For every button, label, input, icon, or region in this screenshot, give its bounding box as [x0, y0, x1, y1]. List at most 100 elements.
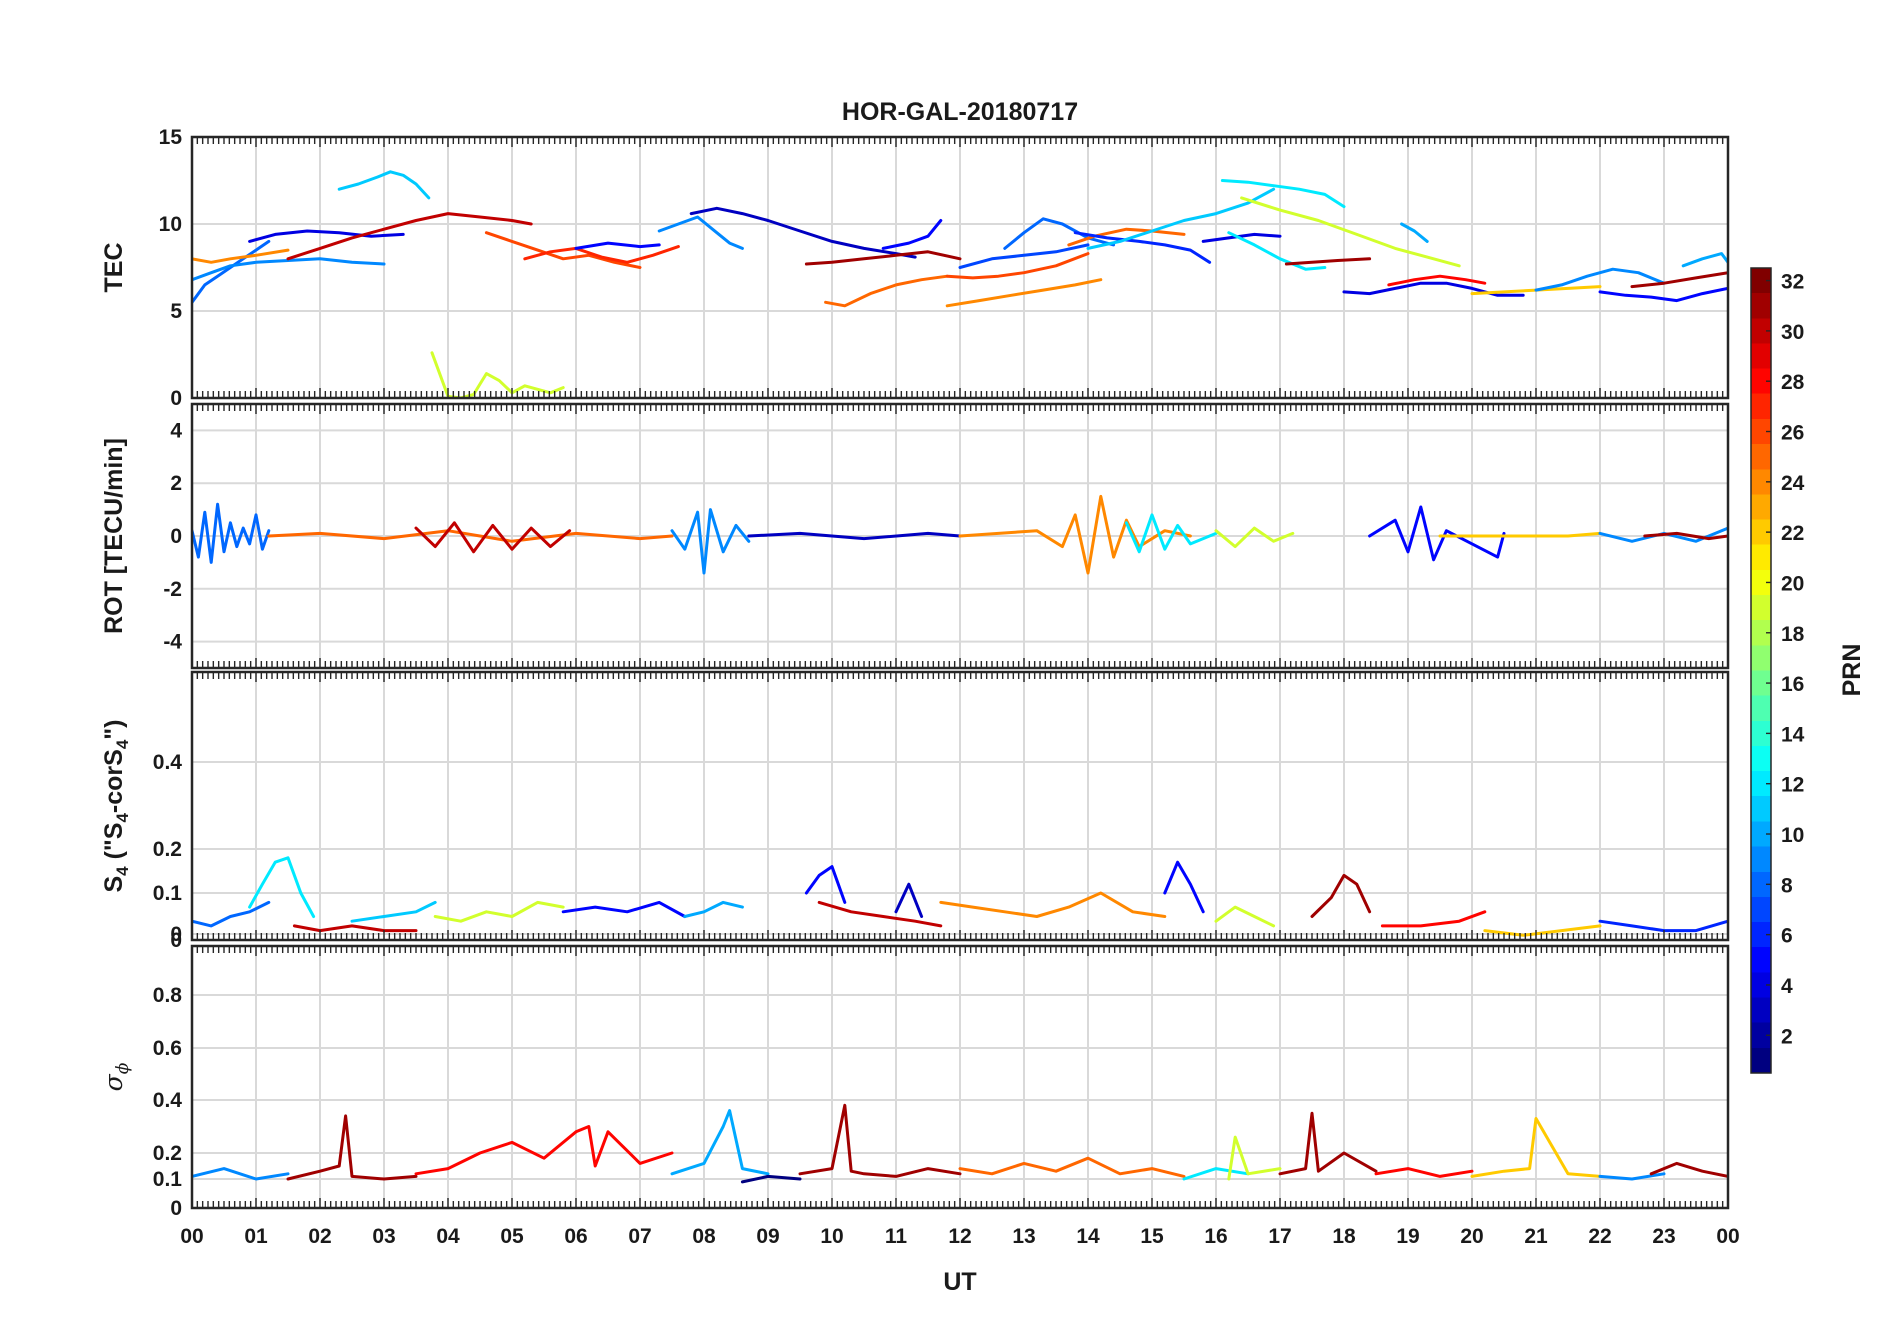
y-label-part: -corS: [100, 749, 128, 813]
y-tick-label: 0: [170, 387, 182, 410]
series-line-prn-5: [574, 241, 661, 250]
y-label-part: "): [100, 720, 128, 740]
x-tick-label: 01: [244, 1225, 268, 1248]
x-tick-label: 02: [308, 1225, 331, 1248]
x-tick-labels: 00 01 02 03 04 05 06 07 08 09 10 11 12 13 14 15 16 17 18 19…: [180, 1225, 1739, 1248]
series-line-prn-11: [337, 170, 431, 200]
series-line-prn-4: [1342, 281, 1525, 297]
series-line-prn-28: [414, 1125, 674, 1176]
series-line-prn-31: [1649, 1161, 1728, 1178]
y-tick-label: 0.4: [153, 751, 183, 774]
series-line-prn-5: [561, 900, 687, 918]
x-tick-label: 12: [948, 1225, 971, 1248]
x-tick-label: 20: [1460, 1225, 1483, 1248]
series-line-prn-10: [670, 1109, 770, 1176]
x-tick-label: 17: [1268, 1225, 1291, 1248]
series-line-prn-9: [670, 508, 751, 575]
y-tick-label: -2: [163, 578, 182, 601]
colorbar-tick-label: 30: [1781, 321, 1804, 344]
y-tick-label: 0.1: [153, 882, 183, 905]
series-group: [192, 856, 1728, 937]
y-tick-label: 0: [170, 525, 182, 548]
series-line-prn-12: [1227, 231, 1327, 271]
series-line-prn-4: [1201, 232, 1282, 243]
series-line-prn-10: [1400, 222, 1429, 243]
y-label-part: S: [100, 876, 128, 893]
series-line-prn-4: [248, 229, 405, 243]
series-group: [192, 1103, 1728, 1184]
series-line-prn-19: [430, 351, 565, 398]
series-line-prn-8: [192, 900, 271, 928]
series-line-prn-19: [433, 900, 565, 923]
series-line-prn-5: [1598, 286, 1728, 303]
series-line-prn-9: [1534, 267, 1666, 292]
series-line-prn-12: [1124, 513, 1218, 554]
sigma-symbol: σ: [99, 1073, 128, 1091]
chart-title: HOR-GAL-20180717: [842, 98, 1078, 126]
x-tick-label: 14: [1076, 1225, 1100, 1248]
series-line-prn-11: [1086, 187, 1276, 250]
y-tick-label: 0.8: [153, 984, 183, 1007]
y-tick-label: 0: [170, 929, 182, 952]
series-line-prn-31: [804, 250, 962, 266]
colorbar-gradient: [1750, 267, 1772, 1074]
y-tick-label: 0: [170, 1197, 182, 1220]
series-line-prn-9: [1598, 1172, 1666, 1181]
y-axis-label-tec: TEC: [100, 243, 128, 293]
series-line-prn-25: [958, 1156, 1186, 1178]
series-line-prn-12: [1182, 1167, 1250, 1181]
y-tick-label: 0.6: [153, 1037, 182, 1060]
y-tick-label: 0.2: [153, 1142, 182, 1165]
colorbar-tick-label: 12: [1781, 774, 1804, 797]
y-tick-label: 0.1: [153, 1168, 183, 1191]
series-line-prn-10: [683, 900, 744, 918]
x-tick-label: 18: [1332, 1225, 1356, 1248]
series-line-prn-28: [1387, 274, 1487, 287]
colorbar-tick-label: 2: [1781, 1025, 1793, 1048]
series-line-prn-25: [1067, 227, 1186, 247]
colorbar-tick-label: 6: [1781, 925, 1793, 948]
y-axis-label-rot: ROT [TECU/min]: [100, 438, 128, 634]
series-line-prn-30: [286, 212, 533, 261]
colorbar-label: PRN: [1838, 644, 1866, 697]
series-line-prn-5: [881, 219, 943, 250]
series-line-prn-19: [1240, 196, 1461, 268]
x-tick-label: 10: [820, 1225, 843, 1248]
series-line-prn-8: [192, 502, 271, 564]
series-line-prn-9: [192, 257, 386, 282]
series-line-prn-31: [1643, 531, 1728, 541]
series-line-prn-28: [1374, 1167, 1474, 1178]
colorbar-tick-label: 28: [1781, 371, 1805, 394]
x-tick-label: 09: [756, 1225, 779, 1248]
panel-rot: -4 -2 0 2 4 ROT [TECU/min]: [100, 402, 1730, 670]
colorbar-tick-label: 32: [1781, 271, 1804, 294]
series-line-prn-3: [747, 531, 962, 541]
series-line-prn-1: [740, 1174, 802, 1184]
y-axis-label-sigma: σϕ: [99, 1062, 133, 1091]
series-line-prn-25: [824, 274, 949, 308]
series-line-prn-19: [1214, 905, 1276, 928]
x-tick-label: 15: [1140, 1225, 1164, 1248]
x-tick-label: 16: [1204, 1225, 1227, 1248]
y-tick-label: 0.4: [153, 1089, 183, 1112]
series-line-prn-8: [192, 239, 271, 304]
series-line-prn-25: [267, 529, 674, 543]
colorbar-tick-label: 20: [1781, 572, 1804, 595]
x-tick-label: 05: [500, 1225, 524, 1248]
series-line-prn-10: [1681, 252, 1728, 268]
series-line-prn-31: [1278, 1111, 1378, 1176]
colorbar-tick-label: 10: [1781, 824, 1804, 847]
series-line-prn-22: [1470, 1117, 1602, 1178]
x-tick-label: 07: [628, 1225, 651, 1248]
series-line-prn-9: [657, 215, 744, 250]
series-line-prn-11: [350, 900, 437, 923]
series-line-prn-31: [1630, 271, 1728, 289]
x-tick-label: 04: [436, 1225, 460, 1248]
y-tick-label: 2: [170, 472, 182, 495]
series-line-prn-8: [1003, 217, 1116, 250]
y-tick-label: 0.2: [153, 838, 182, 861]
series-line-prn-24: [192, 248, 290, 264]
